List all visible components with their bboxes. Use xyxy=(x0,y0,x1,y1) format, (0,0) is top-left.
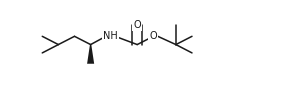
Text: NH: NH xyxy=(103,31,118,41)
Polygon shape xyxy=(87,45,94,64)
Text: O: O xyxy=(150,31,157,41)
Text: O: O xyxy=(133,20,141,30)
